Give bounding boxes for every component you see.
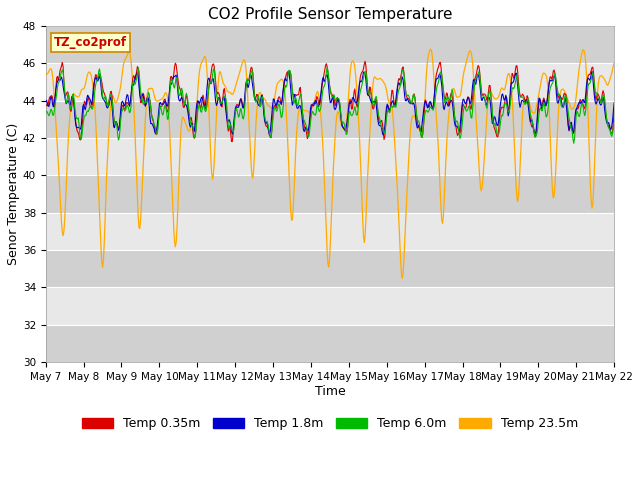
Bar	[45, 288, 614, 325]
Bar	[45, 26, 614, 63]
Bar	[45, 213, 614, 250]
Bar	[45, 325, 614, 362]
Text: TZ_co2prof: TZ_co2prof	[54, 36, 127, 49]
Y-axis label: Senor Temperature (C): Senor Temperature (C)	[7, 123, 20, 265]
Bar	[45, 101, 614, 138]
Legend: Temp 0.35m, Temp 1.8m, Temp 6.0m, Temp 23.5m: Temp 0.35m, Temp 1.8m, Temp 6.0m, Temp 2…	[77, 412, 583, 435]
Bar	[45, 175, 614, 213]
Bar	[45, 63, 614, 101]
Bar	[45, 250, 614, 288]
Bar	[45, 138, 614, 175]
Title: CO2 Profile Sensor Temperature: CO2 Profile Sensor Temperature	[207, 7, 452, 22]
X-axis label: Time: Time	[314, 384, 346, 397]
